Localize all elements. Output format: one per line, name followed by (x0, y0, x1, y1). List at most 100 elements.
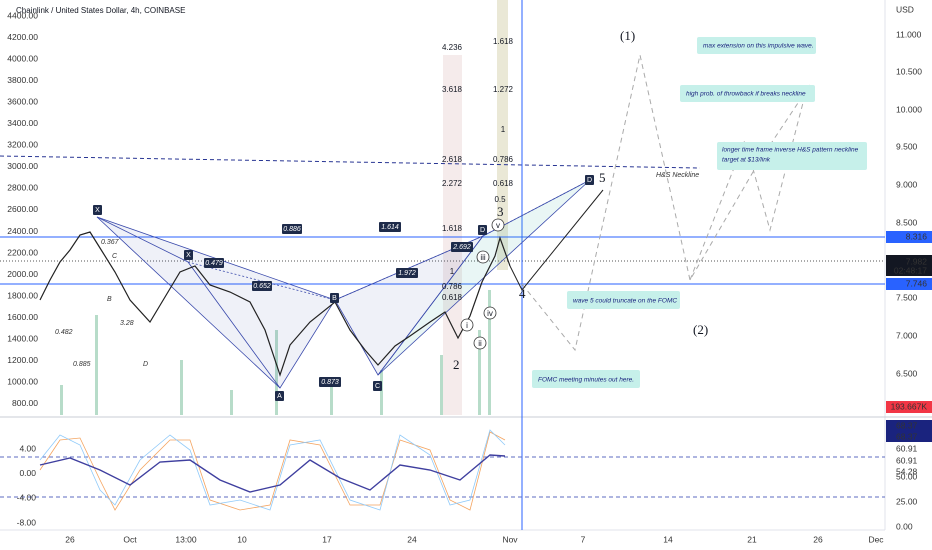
callout-text: wave 5 could truncate on the FOMC (573, 298, 677, 305)
left-axis-label: 3800.00 (7, 75, 38, 85)
time-axis-label: 24 (407, 534, 417, 544)
right-axis-label: 9.000 (896, 179, 918, 189)
price-tag: 02:48:17 (894, 265, 927, 275)
callouts-part (717, 142, 867, 170)
fib-level: 1.618 (442, 224, 463, 233)
time-axis-label: 14 (663, 534, 673, 544)
callouts-part (680, 85, 815, 102)
fib-column (443, 0, 508, 415)
small-label: 3.28 (120, 320, 134, 327)
volume-bars-part (180, 360, 183, 415)
point-badges-part (396, 268, 418, 278)
small-label: 0.367 (101, 239, 120, 246)
time-axis-label: 21 (747, 534, 757, 544)
wave-label: 4 (519, 286, 526, 301)
time-axis-label: 17 (322, 534, 332, 544)
pattern-point: D (480, 227, 485, 234)
indicator-part (39, 454, 506, 493)
price-line-part (39, 231, 511, 377)
indicator-axis-label: 68.37 (896, 420, 918, 430)
indicator-part (39, 431, 506, 511)
volume-bars-part (488, 290, 491, 415)
left-axis-label: 4400.00 (7, 10, 38, 20)
indicator-part (39, 429, 506, 511)
right-axis-label: 6.500 (896, 368, 918, 378)
time-axis-label: 7 (581, 534, 586, 544)
fib-level: 0.786 (442, 282, 463, 291)
fib-level: 1.618 (493, 37, 514, 46)
small-label: D (143, 361, 148, 368)
fib-column-part (443, 55, 462, 415)
price-tag-boxes-part (886, 278, 932, 290)
indicator-axis-label: 60.91 (896, 443, 918, 453)
right-axis-label: 7.500 (896, 292, 918, 302)
right-axis-label: 8.500 (896, 217, 918, 227)
time-axis-label: Oct (123, 534, 137, 544)
small-label: 0.885 (73, 361, 91, 368)
fib-level: 0.786 (493, 155, 514, 164)
wave-circles-part (476, 250, 490, 264)
left-axis-label: 1200.00 (7, 355, 38, 365)
wave-circles-part (483, 306, 497, 320)
point-badges-part (330, 293, 339, 303)
right-axis-label: 10.000 (896, 104, 922, 114)
price-tag-boxes-part (886, 420, 932, 442)
indicator-axis-label: -8.00 (17, 517, 37, 527)
left-axis-label: 2200.00 (7, 247, 38, 257)
currency-label: USD (896, 4, 914, 14)
volume-bars-part (380, 370, 383, 415)
neckline (0, 0, 885, 530)
left-axis-label: 2800.00 (7, 183, 38, 193)
left-axis-label: 1600.00 (7, 312, 38, 322)
projection (509, 54, 811, 352)
point-badges-part (319, 377, 341, 387)
wave-label: v (496, 221, 500, 230)
time-axis-label: Nov (502, 534, 518, 544)
point-badges-part (275, 391, 284, 401)
callout-text: high prob. of throwback if breaks neckli… (686, 91, 806, 98)
price-tag: 7.746 (906, 278, 928, 288)
left-axis-label: 1000.00 (7, 377, 38, 387)
point-badges-part (379, 222, 401, 232)
wave-label: (1) (620, 28, 635, 43)
wave-circles-part (460, 318, 474, 332)
small-label: B (107, 296, 112, 303)
point-badges-part (252, 281, 272, 291)
callout-text: FOMC meeting minutes out here. (538, 377, 634, 384)
fib-level: 2.618 (442, 155, 463, 164)
left-axis-label: 3000.00 (7, 161, 38, 171)
wave-circles-part (473, 336, 487, 350)
pattern-ratio: 0.886 (283, 226, 301, 233)
pattern-ratio: 0.652 (253, 283, 271, 290)
point-badges-part (373, 381, 382, 391)
right-axis-label: 7.000 (896, 330, 918, 340)
indicator-axis-label: 4.00 (19, 443, 36, 453)
price-tag-boxes-part (886, 231, 932, 243)
volume-bars-part (478, 330, 481, 415)
volume-bars-part (330, 385, 333, 415)
right-axis-label: 11.000 (896, 29, 922, 39)
time-axis-label: 26 (813, 534, 823, 544)
indicator-axis-label: 50.00 (896, 471, 918, 481)
pattern-point: X (95, 207, 100, 214)
indicator-axis-label: -4.00 (17, 493, 37, 503)
pattern-point: B (332, 295, 337, 302)
pattern-ratio: 2.692 (452, 244, 471, 251)
left-axis-label: 3600.00 (7, 96, 38, 106)
small-label: 0.482 (55, 329, 73, 336)
wave-label: iii (480, 253, 486, 262)
left-axis-label: 3400.00 (7, 118, 38, 128)
fib-level: 4.236 (442, 43, 463, 52)
small-label: C (112, 253, 118, 260)
left-axis-label: 2400.00 (7, 226, 38, 236)
indicator-axis-label: 0.00 (19, 468, 36, 478)
pattern-point: X (186, 252, 191, 259)
wave-label: 5 (599, 170, 606, 185)
wave-circles-part (491, 218, 505, 232)
callout-text: target at $13/link (722, 157, 771, 164)
neckline-part (0, 155, 701, 169)
time-axis-label: 13:00 (175, 534, 197, 544)
left-axis-label: 3200.00 (7, 140, 38, 150)
point-badges-part (585, 175, 594, 185)
pattern-ratio: 1.614 (381, 224, 399, 231)
